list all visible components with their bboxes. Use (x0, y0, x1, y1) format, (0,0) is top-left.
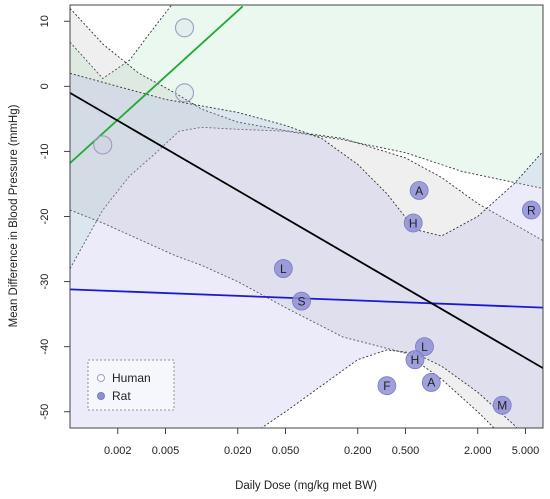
y-tick-label: -40 (39, 339, 51, 355)
human-point (93, 135, 113, 155)
y-tick-label: -10 (39, 143, 51, 159)
x-tick-label: 0.002 (104, 445, 132, 457)
rat-point (415, 337, 434, 357)
legend: Human Rat (87, 359, 175, 411)
rat-point (377, 376, 397, 396)
overall-fit-line (70, 92, 543, 369)
rat-band-upper-boundary (70, 72, 543, 237)
x-axis: 0.002 0.005 0.020 0.050 0.200 0.500 2.000 5.000 (104, 427, 540, 457)
confidence-bands (70, 5, 543, 428)
rat-point (403, 213, 423, 233)
rat-point-label: A (427, 376, 435, 390)
x-tick-label: 2.000 (464, 445, 492, 457)
legend-human-marker (97, 374, 105, 382)
x-tick-label: 5.000 (512, 445, 540, 457)
y-tick-label: -50 (39, 404, 51, 420)
y-tick-label: -30 (39, 274, 51, 290)
human-point (174, 18, 195, 38)
rat-point-label: H (411, 353, 420, 367)
y-axis: 10 0 -10 -20 -30 -40 -50 (39, 15, 71, 420)
rat-point (273, 259, 293, 278)
rat-point (521, 200, 541, 220)
rat-point-label: A (415, 184, 423, 198)
rat-point (492, 395, 512, 415)
y-tick-label: -20 (39, 209, 51, 225)
rat-point-label: L (421, 340, 428, 354)
rat-point (421, 373, 441, 392)
legend-rat-marker (97, 392, 105, 400)
overall-band-lower-boundary (70, 209, 495, 428)
x-axis-title: Daily Dose (mg/kg met BW) (235, 480, 377, 492)
human-confidence-band (70, 5, 543, 269)
legend-box (87, 359, 175, 411)
rat-point-label: L (280, 262, 287, 276)
human-band-lower-boundary (70, 126, 543, 269)
x-tick-label: 0.005 (152, 445, 180, 457)
x-tick-label: 0.500 (392, 445, 420, 457)
rat-point (409, 181, 429, 200)
rat-point-label: M (497, 399, 507, 413)
rat-point-label: R (527, 203, 536, 217)
human-point (174, 83, 195, 103)
legend-human-label: Human (112, 371, 151, 385)
rat-band-lower-boundary (260, 349, 518, 428)
overall-confidence-band (70, 8, 543, 428)
rat-point-label: H (409, 216, 418, 230)
x-tick-label: 0.050 (272, 445, 300, 457)
rat-point (405, 350, 425, 370)
x-tick-label: 0.200 (344, 445, 372, 457)
legend-rat-label: Rat (112, 389, 131, 403)
rat-point (292, 291, 311, 311)
rat-point-label: F (383, 379, 390, 393)
rat-point-label: S (298, 294, 306, 308)
y-axis-title: Mean Difference in Blood Pressure (mmHg) (8, 104, 20, 327)
y-tick-label: 0 (39, 83, 51, 89)
x-tick-label: 0.020 (224, 445, 252, 457)
overall-band-upper-boundary (70, 7, 543, 241)
y-tick-label: 10 (39, 15, 51, 27)
